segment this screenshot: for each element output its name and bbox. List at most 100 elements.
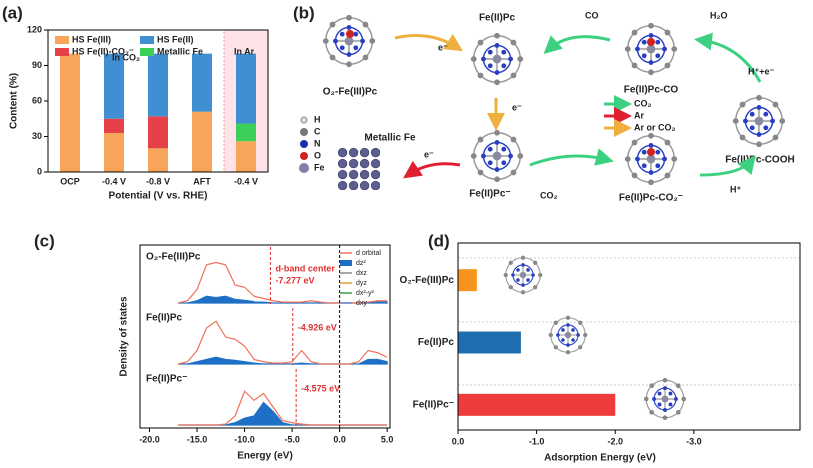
dos-area (178, 401, 388, 426)
bar (458, 269, 477, 292)
x-tick-label: 0.0 (333, 434, 346, 444)
bar-segment (236, 123, 256, 142)
x-tick-label: -0.4 V (102, 176, 126, 186)
legend-swatch (55, 36, 69, 44)
x-axis-title: Energy (eV) (237, 451, 293, 462)
legend-label: dz² (356, 260, 366, 267)
subplot-label: Fe(II)Pc⁻ (146, 374, 187, 385)
metallic-fe-cluster (337, 147, 380, 190)
bar (458, 393, 616, 416)
atom-swatch (300, 152, 308, 160)
dos-area (178, 295, 388, 304)
atom-swatch (300, 140, 308, 148)
atom-swatch (300, 128, 308, 136)
molecule-label: Fe(II)Pc-CO (624, 85, 679, 96)
x-tick-label: -3.0 (686, 436, 702, 446)
y-tick-label: 90 (32, 60, 42, 70)
x-tick-label: -0.4 V (234, 176, 258, 186)
arrow-label: e⁻ (512, 102, 522, 112)
x-tick-label: 0.0 (452, 436, 465, 446)
molecule (470, 129, 524, 183)
legend-label: d orbital (356, 250, 381, 257)
x-tick-label: -1.0 (529, 436, 545, 446)
category-label: Fe(II)Pc (418, 337, 455, 348)
x-tick-label: AFT (193, 176, 211, 186)
arrow-label: CO (585, 10, 599, 20)
dos-area (178, 356, 388, 365)
arrow-label: e⁻ (424, 149, 434, 159)
molecule (548, 315, 588, 355)
bar (458, 331, 521, 354)
bar-segment (192, 53, 212, 112)
arrow-label: H⁺ (730, 184, 741, 194)
molecule (470, 32, 524, 86)
bar-segment (104, 118, 124, 133)
center-label: -4.926 eV (298, 322, 337, 332)
x-axis-title: Adsorption Energy (eV) (544, 453, 656, 464)
molecule (503, 255, 543, 295)
dos-line (177, 320, 388, 365)
annotation: d-band center (275, 263, 335, 273)
dos-line (178, 390, 388, 426)
bar-segment (148, 148, 168, 172)
molecule-label: Metallic Fe (364, 133, 416, 144)
atom-swatch (299, 163, 309, 173)
legend-label: CO₂ (634, 98, 652, 108)
x-tick-label: -5.0 (284, 434, 300, 444)
x-tick-label: -0.8 V (146, 176, 170, 186)
x-tick-label: -15.0 (187, 434, 208, 444)
atom-label: O (314, 150, 321, 160)
y-tick-label: 0 (37, 166, 42, 176)
arrow-label: H⁺+e⁻ (748, 66, 775, 76)
bar-segment (104, 132, 124, 172)
legend-label: Ar or CO₂ (634, 122, 676, 132)
atom-label: H (314, 114, 321, 124)
x-axis-title: Potential (V vs. RHE) (109, 191, 208, 202)
subplot-label: Fe(II)Pc (146, 313, 183, 324)
bar-segment (104, 53, 124, 119)
scheme: O₂-Fe(III)Pc Fe(II)Pc Fe(II)Pc-CO Fe(II)… (299, 10, 795, 204)
y-axis-title: Content (%) (9, 73, 20, 129)
legend-label: Ar (634, 110, 644, 120)
arrow (543, 35, 611, 55)
y-tick-label: 30 (32, 131, 42, 141)
molecule-label: Fe(II)Pc-COOH (725, 155, 794, 166)
legend-label: dx²-y² (356, 290, 375, 297)
atom-label: N (314, 138, 321, 148)
category-label: Fe(II)Pc⁻ (413, 399, 454, 410)
molecule (624, 22, 678, 76)
subplot-label: O₂-Fe(III)Pc (146, 252, 201, 263)
molecule-label: Fe(II)Pc-CO₂⁻ (619, 193, 683, 204)
o-atom (647, 148, 655, 156)
x-tick-label: -20.0 (139, 434, 160, 444)
y-axis-title: Density of states (119, 296, 130, 376)
panel-label: (d) (428, 231, 450, 250)
molecule (643, 377, 687, 421)
o2 (346, 30, 354, 38)
panel-label: (c) (34, 231, 55, 250)
molecule-label: O₂-Fe(III)Pc (323, 87, 378, 98)
bar-segment (236, 53, 256, 124)
arrow-label: H₂O (710, 10, 728, 20)
y-tick-label: 120 (27, 24, 42, 34)
dos-line (177, 261, 388, 304)
arrow (529, 148, 614, 167)
y-tick-label: 60 (32, 95, 42, 105)
annotation: In Ar (234, 46, 255, 56)
legend-label: dyz (356, 280, 367, 287)
frame (139, 244, 391, 429)
arrow (403, 160, 461, 179)
molecule-label: Fe(II)Pc (479, 13, 516, 24)
bar-segment (60, 53, 80, 172)
legend-swatch (55, 48, 69, 56)
atom-swatch (300, 116, 308, 124)
center-label: -7.277 eV (275, 275, 314, 285)
guide-lines (458, 257, 800, 386)
arrow-label: CO₂ (540, 190, 558, 200)
bar-segment (148, 116, 168, 149)
atom-label: Fe (314, 162, 325, 172)
arrow (694, 32, 762, 83)
x-tick-label: 5.0 (381, 434, 394, 444)
annotation: In CO₂ (112, 52, 140, 62)
